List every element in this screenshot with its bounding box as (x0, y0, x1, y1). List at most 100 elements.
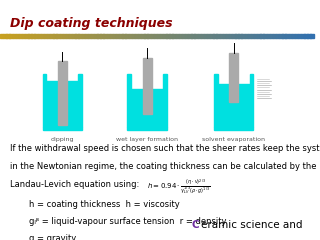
Bar (69, 34, 72, 38)
Bar (38, 34, 41, 38)
Bar (154, 34, 157, 38)
Bar (226, 34, 229, 38)
Bar (53, 34, 57, 38)
Bar (257, 34, 260, 38)
Bar (307, 34, 311, 38)
Bar (244, 34, 248, 38)
Bar (141, 34, 145, 38)
Bar (263, 34, 267, 38)
Bar (216, 34, 220, 38)
Bar (188, 34, 192, 38)
Bar (150, 34, 154, 38)
Bar (131, 89, 163, 127)
Bar (122, 34, 126, 38)
Bar (176, 34, 179, 38)
Bar (125, 34, 129, 38)
Bar (251, 34, 254, 38)
Bar (232, 34, 236, 38)
Text: $h = 0.94 \cdot \frac{(\eta \cdot v)^{2/3}}{\gamma_{LV}^{1/3}(\rho \cdot g)^{1/3: $h = 0.94 \cdot \frac{(\eta \cdot v)^{2/… (147, 178, 211, 197)
Bar (6, 34, 10, 38)
Bar (3, 34, 7, 38)
Bar (242, 34, 245, 38)
Bar (22, 34, 25, 38)
Bar (78, 34, 82, 38)
Bar (41, 34, 44, 38)
Bar (110, 34, 113, 38)
Text: gₗᵝ = liquid-vapour surface tension  r = density: gₗᵝ = liquid-vapour surface tension r = … (29, 217, 226, 226)
Bar (260, 34, 264, 38)
Text: solvent evaporation: solvent evaporation (202, 137, 265, 142)
Bar (119, 34, 123, 38)
Bar (85, 34, 88, 38)
Bar (46, 74, 78, 127)
Bar (214, 127, 253, 130)
Bar (35, 34, 38, 38)
Bar (113, 34, 116, 38)
Bar (298, 34, 301, 38)
Bar (201, 34, 204, 38)
Text: eramic science and: eramic science and (201, 220, 302, 230)
Bar (210, 34, 213, 38)
Bar (43, 74, 46, 127)
Bar (75, 34, 79, 38)
Bar (295, 34, 298, 38)
Bar (273, 34, 276, 38)
Bar (97, 34, 101, 38)
Bar (127, 74, 131, 127)
Bar (163, 74, 167, 127)
Text: wet layer formation: wet layer formation (116, 137, 178, 142)
Bar (214, 74, 218, 127)
Bar (103, 34, 107, 38)
Bar (166, 34, 170, 38)
Text: Landau-Levich equation using:: Landau-Levich equation using: (10, 180, 139, 189)
Bar (279, 34, 283, 38)
Bar (207, 34, 211, 38)
Bar (56, 34, 60, 38)
Bar (248, 34, 251, 38)
Bar (60, 34, 63, 38)
Bar (82, 34, 85, 38)
Bar (43, 127, 82, 130)
Bar (223, 34, 226, 38)
Bar (88, 34, 91, 38)
Bar (270, 34, 273, 38)
Text: dipping: dipping (51, 137, 74, 142)
Bar (91, 34, 94, 38)
Bar (229, 34, 232, 38)
Bar (144, 34, 148, 38)
Bar (160, 34, 164, 38)
Bar (127, 127, 167, 130)
Bar (304, 34, 308, 38)
Bar (132, 34, 135, 38)
Bar (63, 34, 66, 38)
Bar (267, 34, 270, 38)
Bar (254, 34, 258, 38)
Bar (78, 74, 82, 127)
Bar (135, 34, 138, 38)
Bar (143, 58, 152, 114)
Bar (285, 34, 289, 38)
Bar (46, 81, 78, 127)
Bar (66, 34, 69, 38)
Bar (131, 74, 163, 127)
Bar (12, 34, 16, 38)
Bar (47, 34, 51, 38)
Bar (157, 34, 160, 38)
Bar (204, 34, 207, 38)
Bar (94, 34, 98, 38)
Bar (169, 34, 173, 38)
Bar (213, 34, 217, 38)
Bar (100, 34, 104, 38)
Bar (292, 34, 295, 38)
Bar (218, 84, 250, 127)
Bar (44, 34, 47, 38)
Bar (72, 34, 76, 38)
Bar (50, 34, 54, 38)
Text: h = coating thickness  h = viscosity: h = coating thickness h = viscosity (29, 200, 180, 209)
Bar (107, 34, 110, 38)
Text: C: C (192, 220, 200, 230)
Bar (148, 34, 151, 38)
Bar (220, 34, 223, 38)
Bar (163, 34, 166, 38)
Text: If the withdrawal speed is chosen such that the sheer rates keep the system: If the withdrawal speed is chosen such t… (10, 144, 320, 153)
